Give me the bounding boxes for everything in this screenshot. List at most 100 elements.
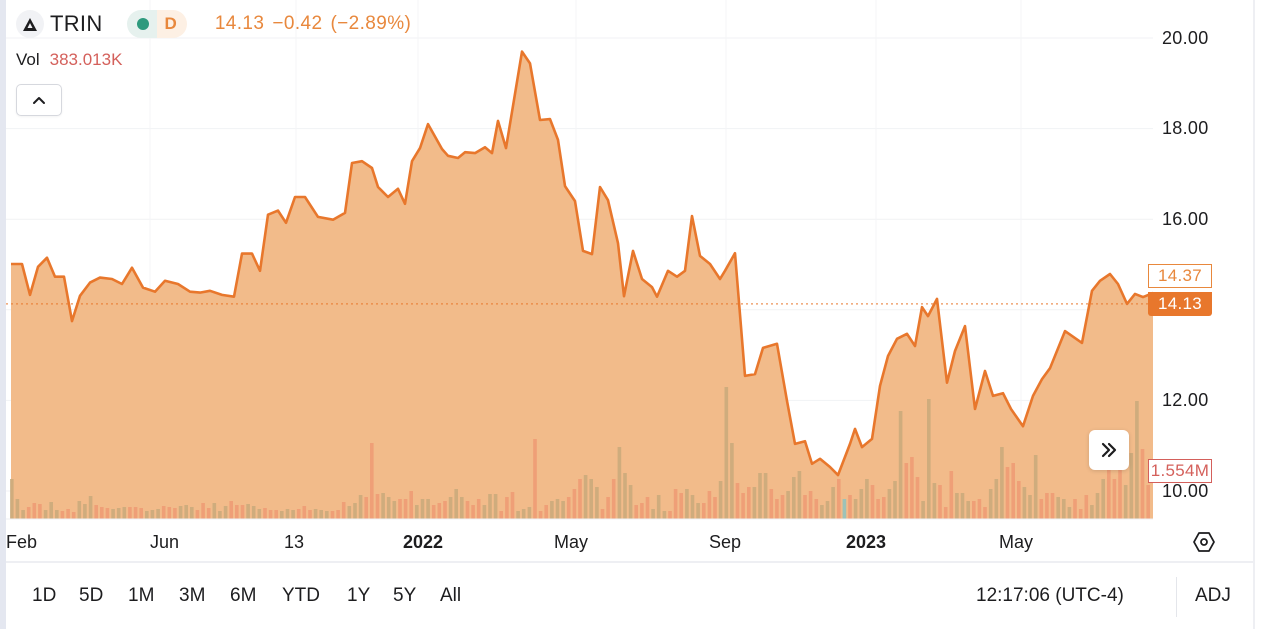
volume-bar xyxy=(482,505,487,519)
volume-bar xyxy=(566,497,571,519)
volume-bar xyxy=(882,497,886,519)
volume-bar xyxy=(173,508,177,519)
volume-bar xyxy=(1095,493,1100,519)
volume-bar xyxy=(10,479,14,519)
range-1y-button[interactable]: 1Y xyxy=(347,585,371,606)
volume-bar xyxy=(955,493,959,519)
volume-bar xyxy=(921,501,925,519)
volume-bar xyxy=(240,505,245,519)
volume-bar xyxy=(66,509,70,519)
range-all-button[interactable]: All xyxy=(440,585,462,606)
volume-bar xyxy=(263,508,267,519)
volume-bar xyxy=(32,503,37,519)
volume-bar xyxy=(145,511,149,519)
volume-bar xyxy=(1045,493,1049,519)
volume-bar xyxy=(533,439,537,519)
volume-bar xyxy=(949,471,954,519)
volume-bar xyxy=(454,489,458,519)
exchange-triangle-icon xyxy=(16,10,44,38)
volume-bar xyxy=(431,505,436,519)
volume-bar xyxy=(595,487,599,519)
range-6m-button[interactable]: 6M xyxy=(230,585,257,606)
volume-bar xyxy=(190,507,194,519)
volume-bar xyxy=(1062,499,1066,519)
volume-bar xyxy=(679,493,683,519)
volume-bar xyxy=(696,503,700,519)
interval-pill[interactable]: D xyxy=(126,10,187,38)
volume-value: 383.013K xyxy=(49,50,123,69)
range-3m-button[interactable]: 3M xyxy=(179,585,206,606)
volume-bar xyxy=(94,505,98,519)
volume-bar xyxy=(808,491,813,519)
volume-bar xyxy=(673,489,678,519)
volume-bar xyxy=(876,499,880,519)
volume-bar xyxy=(713,497,717,519)
bottom-toolbar: 1D 5D 1M 3M 6M YTD 1Y 5Y All 12:17:06 (U… xyxy=(6,565,1253,629)
volume-bar xyxy=(747,487,751,519)
volume-bar xyxy=(358,495,363,519)
volume-bar xyxy=(589,479,593,519)
volume-bar xyxy=(825,501,830,519)
volume-bar xyxy=(1078,509,1083,519)
last-price-tag: 14.13 xyxy=(1148,292,1212,316)
volume-bar xyxy=(752,487,757,519)
volume-bar xyxy=(910,457,914,519)
volume-label: Vol xyxy=(16,50,40,69)
market-status-dot-icon xyxy=(136,18,149,30)
chart-pane[interactable] xyxy=(6,0,1253,563)
volume-bar xyxy=(634,505,638,519)
chart-settings-button[interactable] xyxy=(1190,530,1218,554)
range-5y-button[interactable]: 5Y xyxy=(393,585,417,606)
interval-label: D xyxy=(156,10,187,38)
volume-bar xyxy=(308,510,312,519)
volume-bar xyxy=(38,504,42,519)
volume-bar xyxy=(803,495,807,519)
range-1m-button[interactable]: 1M xyxy=(128,585,155,606)
time-tick-year: 2023 xyxy=(846,532,887,552)
volume-bar xyxy=(268,510,273,519)
volume-bar xyxy=(1000,447,1004,519)
adjust-data-button[interactable]: ADJ xyxy=(1195,585,1231,606)
double-chevron-right-icon xyxy=(1101,442,1117,458)
symbol-name[interactable]: TRIN xyxy=(50,11,103,36)
range-ytd-button[interactable]: YTD xyxy=(282,585,320,606)
scroll-to-realtime-button[interactable] xyxy=(1089,430,1129,470)
price-line xyxy=(11,50,1154,477)
price-tick: 18.00 xyxy=(1162,118,1209,138)
volume-bar xyxy=(178,506,183,519)
volume-bar xyxy=(645,497,650,519)
timezone-clock[interactable]: 12:17:06 (UTC-4) xyxy=(976,585,1124,606)
volume-bar xyxy=(617,447,622,519)
volume-bar xyxy=(229,501,233,519)
volume-bar xyxy=(1056,497,1060,519)
volume-bar xyxy=(139,508,143,519)
volume-bar xyxy=(195,510,200,519)
range-5d-button[interactable]: 5D xyxy=(79,585,104,606)
volume-bar xyxy=(206,508,211,519)
volume-bar xyxy=(972,501,976,519)
volume-bar xyxy=(893,481,897,519)
quote-values: 14.13 −0.42 (−2.89%) xyxy=(215,13,419,35)
volume-bar xyxy=(386,497,391,519)
volume-bar xyxy=(775,499,779,519)
time-axis[interactable]: Feb Jun 13 2022 May Sep 2023 May xyxy=(6,519,1253,563)
price-chart[interactable] xyxy=(6,0,1253,563)
volume-bar xyxy=(904,463,909,519)
volume-bar xyxy=(336,510,340,519)
volume-bar xyxy=(786,491,790,519)
volume-bar xyxy=(364,497,368,519)
volume-bar xyxy=(43,510,48,519)
range-1d-button[interactable]: 1D xyxy=(32,585,57,606)
volume-bar xyxy=(707,491,712,519)
volume-bar xyxy=(88,496,93,519)
volume-bar xyxy=(831,487,835,519)
collapse-legend-button[interactable] xyxy=(16,84,62,116)
volume-bar xyxy=(572,489,577,519)
volume-bar xyxy=(1090,505,1094,519)
volume-bar xyxy=(55,510,59,519)
volume-bar xyxy=(1028,495,1032,519)
volume-bar xyxy=(758,473,762,519)
time-tick: May xyxy=(554,532,589,552)
volume-bar xyxy=(21,510,25,519)
volume-bar xyxy=(246,504,250,519)
